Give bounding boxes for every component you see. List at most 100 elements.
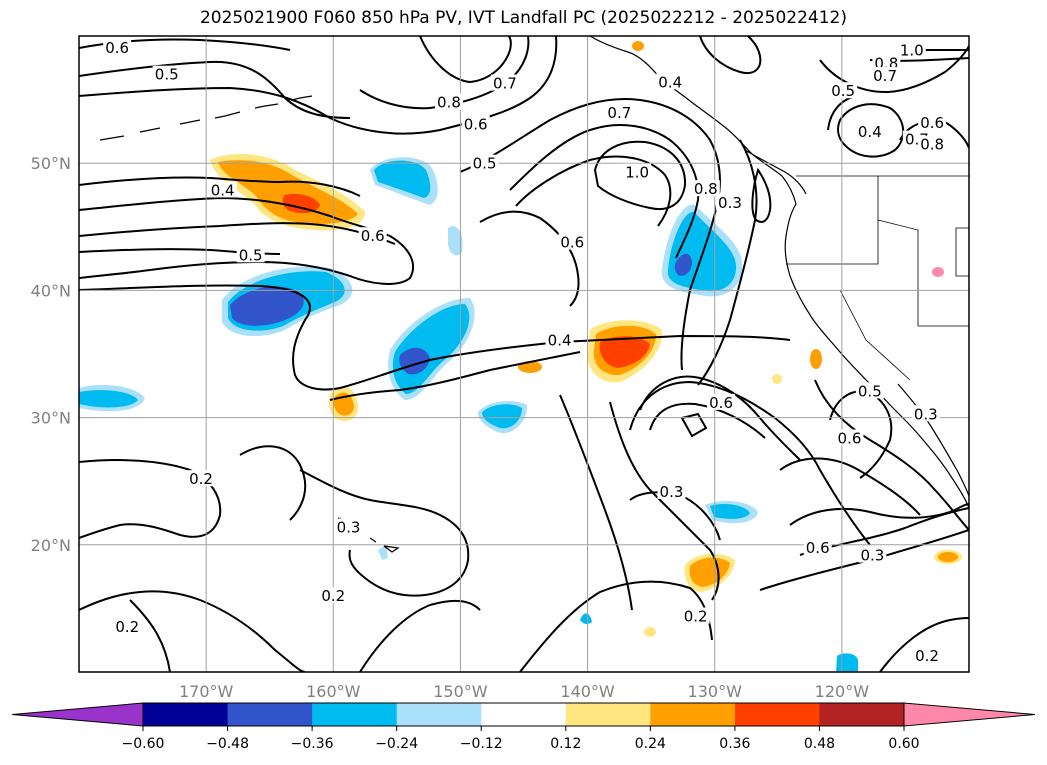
lat-tick-label: 20°N	[31, 536, 71, 555]
contour-line	[129, 599, 171, 672]
colorbar-segment	[143, 703, 229, 726]
contour-label-bg	[911, 405, 940, 422]
contour-label-bg	[490, 74, 519, 91]
map-background	[79, 36, 969, 672]
contour-label-bg	[113, 617, 142, 634]
positive-anomaly-9	[644, 627, 656, 637]
colorbar-extend-high	[903, 702, 1036, 727]
contour-line	[519, 580, 713, 672]
contour-label-bg	[872, 54, 901, 71]
contour-label: 0.3	[860, 547, 884, 565]
axis-tick-labels: 170°W 160°W 150°W 140°W 130°W 120°W 20°N 30°N 40…	[31, 154, 870, 701]
positive-anomaly-1-peak	[282, 194, 320, 214]
contour-label-bg	[829, 82, 858, 99]
contour-label-bg	[858, 546, 887, 563]
positive-anomaly-1-core	[218, 160, 358, 224]
contour-line	[879, 617, 969, 672]
lat-tick-label: 50°N	[31, 154, 71, 173]
contour-line	[79, 590, 306, 672]
contour-label: 0.6	[806, 539, 830, 557]
contour-label: 0.6	[464, 115, 488, 133]
colorbar-extend-low	[11, 702, 144, 727]
contour-line	[779, 457, 921, 516]
contour-label-group: 0.60.50.80.70.60.50.71.00.80.40.30.60.40…	[103, 38, 947, 665]
contour-label-bg	[358, 227, 387, 244]
contour-line	[829, 390, 893, 479]
contour-line	[751, 167, 772, 223]
contour-line	[79, 459, 222, 539]
negative-anomaly-5-core	[79, 390, 138, 408]
contour-label-bg	[103, 38, 132, 55]
contour-label: 0.7	[493, 75, 517, 93]
contour-label-bg	[236, 246, 265, 263]
colorbar-tick-label: 0.36	[719, 736, 750, 752]
contour-line	[697, 139, 758, 386]
coastlines	[99, 36, 969, 553]
colorbar-segment	[481, 703, 567, 726]
contour-label: 0.6	[105, 39, 129, 57]
negative-anomaly-10	[580, 613, 592, 625]
colorbar-segment	[650, 703, 736, 726]
positive-anomaly-6-core	[938, 552, 958, 562]
contour-label-bg	[715, 194, 744, 211]
contour-label: 0.6	[560, 234, 584, 252]
lat-tick-label: 40°N	[31, 281, 71, 300]
contour-label-bg	[803, 538, 832, 555]
map-title: 2025021900 F060 850 hPa PV, IVT Landfall…	[199, 8, 847, 28]
border-states-4	[839, 289, 911, 381]
contour-line	[593, 140, 687, 210]
lon-tick-label: 150°W	[433, 682, 488, 701]
contour-line	[559, 394, 633, 611]
colorbar-tick-label: −0.12	[460, 736, 503, 752]
contour-label: 0.4	[548, 332, 572, 350]
contour-label-bg	[855, 382, 884, 399]
lon-tick-label: 170°W	[179, 682, 234, 701]
contour-label-bg	[319, 587, 348, 604]
negative-anomaly-7-core	[710, 504, 750, 519]
contour-label: 0.5	[858, 382, 882, 400]
contour-line	[359, 599, 481, 672]
border-states-1	[786, 176, 879, 265]
contour-label: 0.6	[920, 114, 944, 132]
contour-line	[814, 379, 969, 531]
contour-label-bg	[918, 135, 947, 152]
contour-line	[649, 402, 766, 439]
contour-line	[515, 155, 672, 227]
colorbar-tick-label: 0.60	[888, 736, 919, 752]
colorbar-tick-label: 0.24	[635, 736, 666, 752]
contour-label-bg	[871, 66, 900, 83]
contour-label-bg	[461, 115, 490, 132]
contour-line	[79, 222, 396, 245]
lon-tick-label: 160°W	[306, 682, 361, 701]
colorbar-segment	[396, 703, 482, 726]
colorbar-segment	[565, 703, 651, 726]
contour-label-bg	[681, 607, 710, 624]
colorbar-segment	[819, 703, 905, 726]
coastline-baja	[897, 383, 969, 497]
contour-label-bg	[208, 181, 237, 198]
contour-line	[609, 401, 720, 601]
contour-label: 0.3	[914, 405, 938, 423]
contour-label: 0.7	[873, 67, 897, 85]
colorbar-segment	[734, 703, 820, 726]
coastline-vancouver	[744, 149, 807, 195]
colorbar-tick-label: 0.12	[550, 736, 581, 752]
contour-label: 0.4	[658, 73, 682, 91]
coastline-islands-aleutian	[99, 95, 313, 141]
coastline-north-america	[589, 36, 969, 509]
colorbar-outline	[142, 702, 905, 727]
contour-line	[419, 36, 512, 84]
lon-tick-label: 120°W	[815, 682, 870, 701]
contour-label: 0.2	[915, 647, 939, 665]
positive-anomaly-11	[932, 267, 944, 277]
map-frame	[78, 35, 970, 673]
contour-line	[79, 196, 415, 285]
contour-label-bg	[558, 233, 587, 250]
contour-label: 0.7	[607, 104, 631, 122]
contour-label: 0.5	[831, 82, 855, 100]
contour-label: 0.5	[473, 155, 497, 173]
contour-label: 0.6	[361, 227, 385, 245]
positive-anomaly-2-peak	[599, 336, 650, 368]
colorbar-tick-label: −0.60	[122, 736, 165, 752]
